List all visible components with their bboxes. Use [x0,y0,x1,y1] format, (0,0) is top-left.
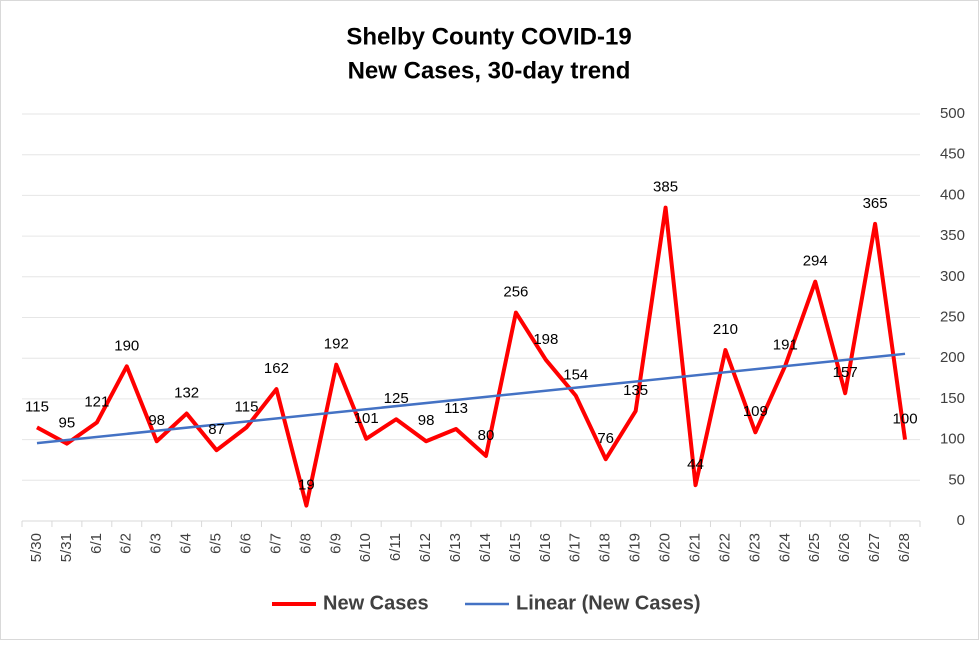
data-label: 44 [687,456,704,473]
data-label: 115 [235,398,259,415]
x-tick-label: 6/22 [716,533,733,562]
x-tick-label: 6/19 [627,533,644,562]
data-label: 115 [25,398,49,415]
x-tick-label: 6/26 [836,533,853,562]
x-tick-label: 6/13 [447,533,464,562]
legend-label: Linear (New Cases) [516,592,701,614]
y-tick-label: 300 [940,268,965,285]
x-tick-label: 6/10 [357,533,374,562]
data-label: 98 [418,412,435,429]
y-tick-label: 350 [940,227,965,244]
y-tick-label: 50 [948,471,965,488]
x-tick-label: 6/14 [477,533,494,562]
x-tick-label: 5/31 [58,533,75,562]
data-label: 154 [563,367,588,384]
x-tick-label: 6/25 [806,533,823,562]
x-tick-label: 6/3 [148,533,165,554]
data-label: 294 [803,253,828,270]
y-tick-label: 200 [940,349,965,366]
x-tick-label: 6/20 [657,533,674,562]
x-tick-label: 6/5 [208,533,225,554]
data-label: 198 [533,331,558,348]
data-label: 157 [833,364,858,381]
chart-subtitle: New Cases, 30-day trend [348,57,631,84]
y-tick-label: 400 [940,186,965,203]
data-label: 98 [148,412,165,429]
data-label: 385 [653,179,678,196]
x-tick-label: 5/30 [28,533,45,562]
line-series [36,205,908,508]
x-tick-label: 6/8 [297,533,314,554]
data-label: 191 [773,336,798,353]
data-label: 135 [623,382,648,399]
x-tick-label: 6/11 [387,533,404,561]
x-tick-label: 6/17 [567,533,584,562]
data-label: 76 [597,430,614,447]
trendline [36,352,906,445]
data-label: 365 [863,195,888,212]
data-label: 100 [893,411,918,428]
x-tick-label: 6/27 [866,533,883,562]
x-tick-label: 6/7 [267,533,284,554]
y-tick-label: 150 [940,390,965,407]
data-label: 132 [174,385,199,402]
data-label: 87 [208,421,225,438]
legend-label: New Cases [323,592,429,614]
x-tick-label: 6/28 [896,533,913,562]
data-label: 95 [59,415,76,432]
y-tick-label: 500 [940,105,965,122]
data-label: 19 [298,477,315,494]
data-label: 113 [444,400,468,417]
x-tick-label: 6/23 [746,533,763,562]
data-label: 80 [478,427,495,444]
data-label: 162 [264,360,289,377]
chart-title: Shelby County COVID-19 [346,23,631,50]
data-label: 125 [384,390,409,407]
data-label: 256 [503,284,528,301]
data-label: 190 [114,337,139,354]
x-tick-label: 6/2 [118,533,135,554]
x-tick-label: 6/15 [507,533,524,562]
y-tick-label: 100 [940,431,965,448]
y-tick-label: 250 [940,308,965,325]
x-tick-label: 6/18 [597,533,614,562]
data-label: 210 [713,321,738,338]
y-tick-label: 450 [940,146,965,163]
x-tick-label: 6/4 [178,533,195,554]
data-label: 109 [743,403,768,420]
data-label: 121 [84,393,109,410]
x-tick-label: 6/24 [776,533,793,562]
x-tick-label: 6/6 [237,533,254,554]
x-tick-label: 6/1 [88,533,105,554]
x-tick-label: 6/12 [417,533,434,562]
data-label: 101 [354,410,379,427]
x-tick-label: 6/21 [686,533,703,562]
data-label: 192 [324,336,349,353]
x-tick-label: 6/16 [537,533,554,562]
y-tick-label: 0 [957,512,965,529]
x-tick-label: 6/9 [327,533,344,554]
